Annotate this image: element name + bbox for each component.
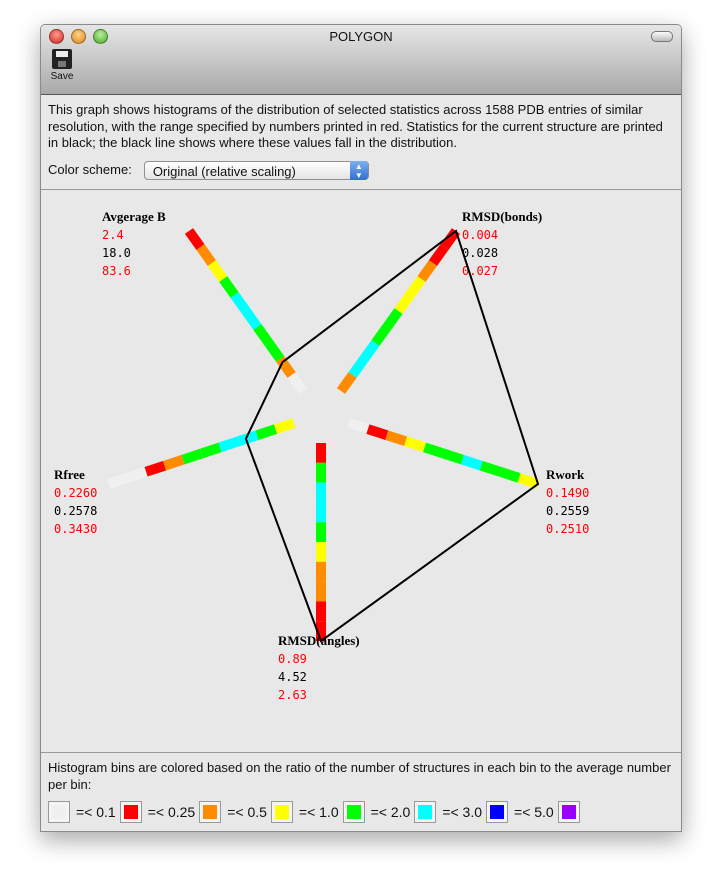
- axis-current-label: 18.0: [102, 246, 131, 260]
- legend-label: =< 5.0: [514, 803, 554, 820]
- histogram-bin: [273, 418, 296, 434]
- color-scheme-label: Color scheme:: [48, 161, 132, 177]
- histogram-bin: [428, 244, 449, 266]
- histogram-bin: [162, 454, 185, 471]
- axis-max-label: 2.63: [278, 688, 307, 702]
- histogram-bin: [460, 454, 483, 471]
- axis-name-label: Rwork: [546, 467, 585, 482]
- legend-label: =< 2.0: [370, 803, 411, 820]
- axis-max-label: 0.2510: [546, 522, 589, 536]
- histogram-bin: [382, 308, 403, 330]
- histogram-bin: [423, 442, 446, 459]
- legend-swatch-white: [48, 801, 70, 823]
- axis-name-label: Avgerage B: [102, 209, 166, 224]
- polygon-window: POLYGON Save This graph shows histograms…: [40, 24, 682, 832]
- axis-max-label: 83.6: [102, 264, 131, 278]
- zoom-button[interactable]: [93, 29, 108, 44]
- histogram-bin: [287, 372, 308, 394]
- axis-current-label: 0.028: [462, 246, 498, 260]
- description-panel: This graph shows histograms of the distr…: [41, 95, 681, 190]
- title-bar: POLYGON Save: [41, 25, 681, 95]
- histogram-bin: [385, 430, 408, 447]
- histogram-bin: [253, 324, 273, 346]
- save-label: Save: [50, 71, 74, 82]
- histogram-bin: [336, 372, 357, 394]
- legend-swatch-yellow: [270, 801, 293, 823]
- legend-label: =< 1.0: [298, 803, 339, 820]
- histogram-bin: [199, 442, 222, 459]
- histogram-bin: [184, 228, 205, 250]
- axis-min-label: 0.2260: [54, 486, 97, 500]
- histogram-bin: [181, 448, 204, 465]
- histogram-bin: [441, 448, 464, 465]
- histogram-bin: [255, 424, 278, 440]
- histogram-bin: [219, 276, 239, 298]
- legend-panel: Histogram bins are colored based on the …: [41, 752, 681, 831]
- histogram-bin: [394, 292, 415, 314]
- axis-0: Avgerage B 2.4 18.0 83.6: [102, 209, 308, 394]
- legend-swatches: =< 0.1 =< 0.25 =< 0.5 =< 1.0 =< 2.0 =< 3.0 =< …: [48, 801, 674, 823]
- axis-min-label: 0.1490: [546, 486, 589, 500]
- description-text: This graph shows histograms of the distr…: [48, 102, 663, 150]
- axis-4: Rfree 0.2260 0.2578 0.3430: [54, 418, 296, 536]
- axis-min-label: 0.89: [278, 652, 307, 666]
- save-button[interactable]: Save: [49, 49, 75, 82]
- histogram-bin: [241, 308, 262, 330]
- axis-current-label: 4.52: [278, 670, 307, 684]
- histogram-bin: [144, 460, 167, 477]
- histogram-bin: [207, 260, 228, 282]
- axis-name-label: RMSD(angles): [278, 633, 360, 648]
- histogram-bin: [107, 473, 130, 489]
- legend-swatch-green: [342, 801, 365, 823]
- histogram-bin: [196, 244, 216, 266]
- legend-label: =< 0.25: [147, 803, 196, 820]
- legend-swatch-cyan: [414, 801, 437, 823]
- color-scheme-select[interactable]: Original (relative scaling) ▲ ▼: [143, 160, 369, 180]
- histogram-bin: [230, 292, 251, 314]
- legend-swatch-red: [119, 801, 142, 823]
- histogram-bin: [264, 340, 285, 362]
- histogram-bin: [218, 436, 241, 453]
- axis-current-label: 0.2578: [54, 504, 97, 518]
- histogram-bin: [404, 436, 427, 453]
- legend-swatch-orange: [199, 801, 222, 823]
- histogram-bin: [348, 356, 369, 378]
- histogram-bin: [417, 260, 438, 282]
- histogram-bin: [405, 276, 426, 298]
- legend-label: =< 3.0: [442, 803, 483, 820]
- polygon-chart: Avgerage B 2.4 18.0 83.6 RMSD(bonds) 0.004 0.0…: [54, 209, 589, 702]
- histogram-bin: [517, 473, 540, 489]
- legend-label: =< 0.5: [227, 803, 267, 820]
- toolbar-toggle-button[interactable]: [651, 31, 673, 42]
- minimize-button[interactable]: [71, 29, 86, 44]
- floppy-disk-icon: [52, 49, 72, 69]
- axis-min-label: 2.4: [102, 228, 124, 242]
- axis-2: Rwork 0.1490 0.2559 0.2510: [347, 418, 589, 536]
- axis-name-label: RMSD(bonds): [462, 209, 542, 224]
- axis-max-label: 0.3430: [54, 522, 97, 536]
- axis-name-label: Rfree: [54, 467, 85, 482]
- histogram-bin: [371, 324, 392, 346]
- histogram-bin: [236, 430, 259, 447]
- select-arrows-icon: ▲ ▼: [349, 160, 368, 180]
- window-title: POLYGON: [329, 29, 393, 44]
- histogram-bin: [347, 418, 370, 434]
- legend-label: =< 0.1: [76, 803, 116, 820]
- color-scheme-value: Original (relative scaling): [152, 163, 296, 179]
- histogram-bin: [498, 467, 521, 483]
- legend-swatch-blue: [486, 801, 509, 823]
- axis-3: RMSD(angles) 0.89 4.52 2.63: [278, 443, 360, 702]
- histogram-bin: [125, 467, 148, 483]
- histogram-bin: [479, 460, 502, 477]
- legend-text: Histogram bins are colored based on the …: [48, 760, 671, 792]
- legend-swatch-purple: [557, 801, 580, 823]
- close-button[interactable]: [49, 29, 64, 44]
- current-structure-polygon: [244, 229, 540, 643]
- axis-current-label: 0.2559: [546, 504, 589, 518]
- histogram-bin: [359, 340, 380, 362]
- axis-min-label: 0.004: [462, 228, 498, 242]
- histogram-bin: [366, 424, 389, 440]
